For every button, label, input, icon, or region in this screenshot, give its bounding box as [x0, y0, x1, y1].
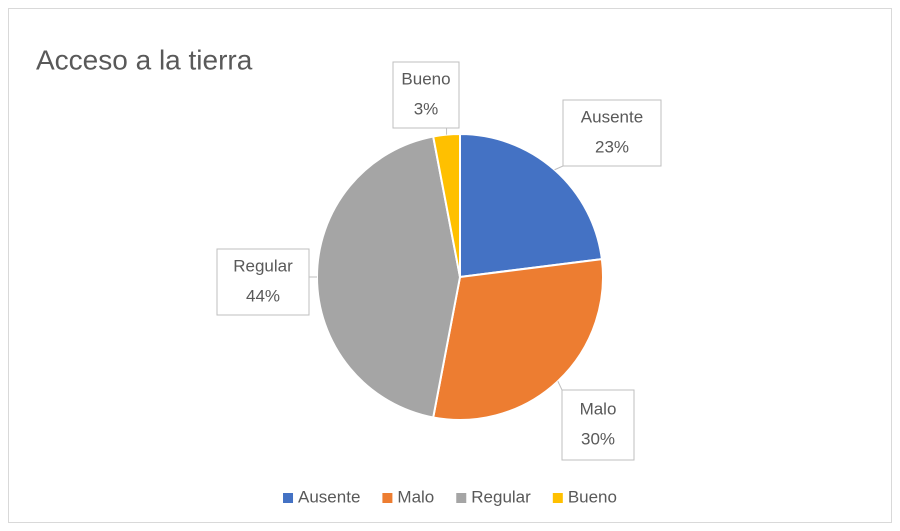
- data-label-value: 3%: [414, 99, 439, 118]
- data-label-box: [562, 99, 662, 167]
- legend-swatch: [552, 493, 563, 503]
- pie-slice: [459, 132, 603, 279]
- leader-line: [557, 381, 563, 391]
- data-label-value: 44%: [246, 286, 280, 305]
- leader-line: [554, 165, 564, 171]
- pie-slice: [432, 257, 604, 421]
- pie-slice: [432, 132, 461, 278]
- chart-title: Acceso a la tierra: [36, 44, 253, 75]
- data-label-value: 23%: [595, 137, 629, 156]
- data-label-category: Regular: [233, 256, 293, 275]
- data-label-value: 30%: [581, 429, 615, 448]
- data-label-box: [216, 248, 310, 316]
- data-label-category: Ausente: [581, 107, 643, 126]
- data-label-category: Bueno: [401, 69, 450, 88]
- legend-label: Regular: [471, 487, 531, 506]
- legend-swatch: [283, 493, 294, 503]
- data-label-box: [392, 61, 460, 129]
- legend-label: Ausente: [298, 487, 360, 506]
- legend-label: Bueno: [568, 487, 617, 506]
- legend: Ausente Malo Regular Bueno: [283, 487, 617, 506]
- legend-swatch: [456, 493, 467, 503]
- data-label-box: [561, 389, 635, 461]
- legend-label: Malo: [397, 487, 434, 506]
- data-label-category: Malo: [580, 399, 617, 418]
- legend-swatch: [382, 493, 393, 503]
